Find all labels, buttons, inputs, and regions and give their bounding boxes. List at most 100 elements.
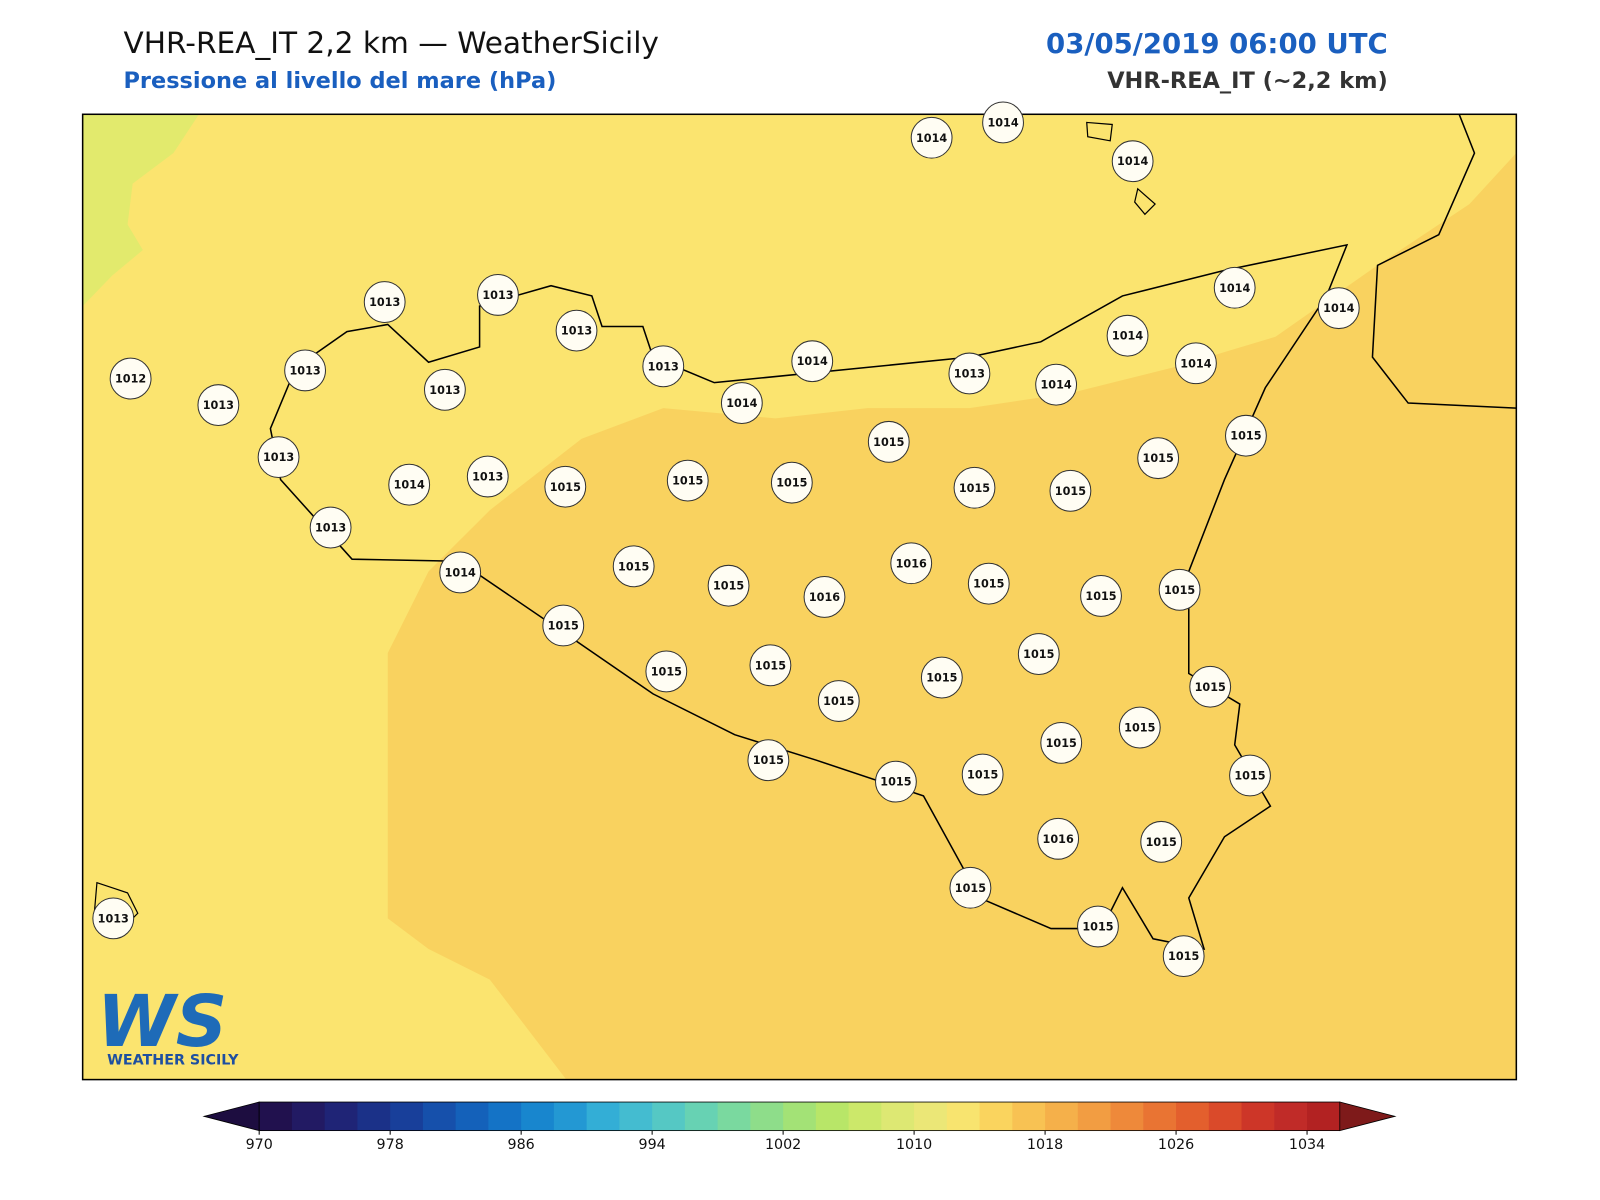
station-value: 1014 <box>797 355 828 368</box>
station-value: 1014 <box>1219 282 1250 295</box>
station-value: 1015 <box>776 477 807 490</box>
station-marker <box>1140 820 1183 863</box>
station-marker <box>1175 342 1217 385</box>
station-value: 1014 <box>1041 379 1072 392</box>
station-value: 1015 <box>955 882 986 895</box>
colorbar-bin <box>1176 1102 1210 1131</box>
station-value: 1014 <box>445 566 476 579</box>
station-marker <box>920 656 963 699</box>
station-value: 1015 <box>1023 648 1054 661</box>
station-value: 1015 <box>1143 452 1174 465</box>
station-value: 1015 <box>550 481 581 494</box>
station-marker <box>1037 817 1080 860</box>
station-marker <box>982 101 1024 144</box>
station-value: 1014 <box>1112 330 1143 343</box>
colorbar-frame <box>258 1101 1341 1132</box>
colorbar-bin <box>881 1102 915 1131</box>
station-marker <box>1118 706 1161 749</box>
station-marker <box>1040 721 1083 764</box>
station-value: 1014 <box>1117 155 1148 168</box>
colorbar-tick-label: 1034 <box>1289 1137 1325 1153</box>
station-marker <box>1049 469 1092 512</box>
colorbar-bin <box>390 1102 424 1131</box>
colorbar-bin <box>1274 1102 1308 1131</box>
station-value: 1015 <box>1195 681 1226 694</box>
map-frame <box>81 113 1518 1081</box>
colorbar-bin <box>914 1102 948 1131</box>
station-value: 1013 <box>315 522 346 535</box>
station-value: 1014 <box>394 479 425 492</box>
station-value: 1013 <box>472 471 503 484</box>
pressure-area <box>387 153 1517 1080</box>
station-marker <box>1189 665 1232 708</box>
station-value: 1014 <box>916 132 947 145</box>
logo: WS WEATHER SICILY <box>97 980 239 1068</box>
station-marker <box>720 382 763 424</box>
colorbar-bin <box>815 1102 850 1131</box>
station-value: 1015 <box>1124 722 1155 735</box>
station-marker <box>257 436 300 479</box>
colorbar-tick-label: 1018 <box>1027 1137 1063 1153</box>
station-value: 1015 <box>618 560 649 573</box>
colorbar-bin <box>979 1102 1013 1131</box>
station-marker <box>1162 935 1205 978</box>
station-value: 1015 <box>973 578 1004 591</box>
station-marker <box>439 551 482 594</box>
station-value: 1013 <box>429 384 460 397</box>
colorbar-bin <box>357 1102 391 1131</box>
station-marker <box>890 542 933 585</box>
colorbar-bin <box>1012 1102 1046 1131</box>
station-marker <box>910 116 953 159</box>
station-value: 1013 <box>98 912 129 925</box>
station-marker <box>284 349 327 392</box>
station-marker <box>1111 140 1154 183</box>
station-marker <box>749 644 792 687</box>
colorbar-bin <box>1110 1102 1144 1131</box>
colorbar-bin <box>488 1102 522 1131</box>
station-value: 1015 <box>1168 950 1199 963</box>
colorbar: 970 978 986 994 1002 1010 1018 1026 1034 <box>202 1101 1397 1153</box>
station-marker <box>817 680 860 722</box>
colorbar-bin <box>619 1102 653 1131</box>
station-value: 1014 <box>987 116 1018 129</box>
station-value: 1015 <box>548 620 579 633</box>
station-marker <box>1017 633 1060 675</box>
station-marker <box>544 465 587 508</box>
station-marker <box>867 420 910 463</box>
station-marker <box>803 576 846 618</box>
station-marker <box>466 455 509 498</box>
colorbar-bin <box>946 1102 981 1131</box>
colorbar-bin <box>848 1102 882 1131</box>
colorbar-bin <box>1208 1102 1243 1131</box>
station-value: 1013 <box>369 296 400 309</box>
logo-mark: WS <box>97 980 227 1063</box>
colorbar-bin <box>1307 1102 1341 1131</box>
colorbar-bin <box>750 1102 784 1131</box>
station-marker <box>1035 363 1078 406</box>
station-marker <box>707 564 750 607</box>
station-marker <box>770 461 813 504</box>
station-marker <box>388 463 431 506</box>
datetime: 03/05/2019 06:00 UTC <box>1046 28 1388 60</box>
station-value: 1015 <box>753 754 784 767</box>
station-value: 1013 <box>954 367 985 380</box>
station-value: 1013 <box>289 364 320 377</box>
station-marker <box>645 650 688 693</box>
station-marker <box>967 562 1010 605</box>
station-marker <box>1225 414 1267 457</box>
colorbar-tick-label: 978 <box>377 1137 404 1153</box>
station-value: 1013 <box>561 325 592 338</box>
colorbar-bin <box>422 1102 457 1131</box>
station-marker <box>642 345 685 388</box>
station-marker <box>953 466 996 509</box>
station-value: 1015 <box>926 672 957 685</box>
station-value: 1012 <box>115 373 146 386</box>
station-marker <box>666 459 709 502</box>
station-value: 1014 <box>1323 302 1354 315</box>
coastline <box>1371 114 1517 409</box>
station-value: 1013 <box>648 360 679 373</box>
station-marker <box>1317 287 1360 330</box>
colorbar-bin <box>717 1102 751 1131</box>
station-value: 1013 <box>203 399 234 412</box>
